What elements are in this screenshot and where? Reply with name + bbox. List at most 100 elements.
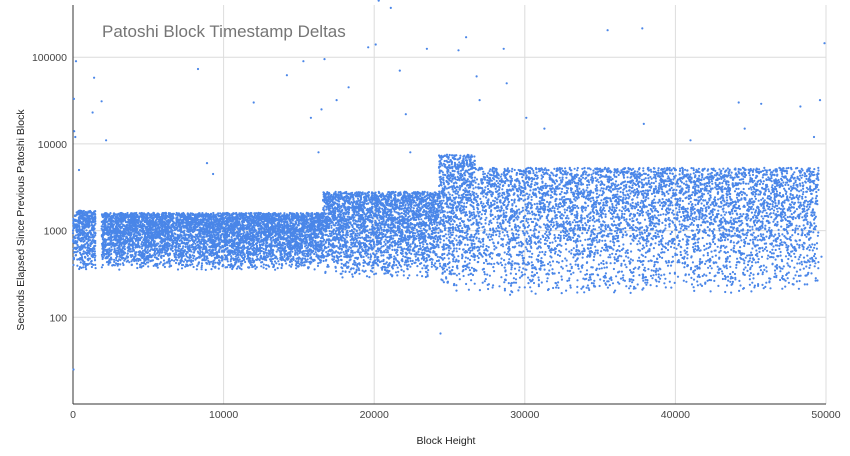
data-point <box>180 251 183 254</box>
data-point <box>89 236 92 239</box>
data-point <box>81 221 84 224</box>
data-point <box>200 268 203 271</box>
data-point <box>297 224 300 227</box>
data-point <box>264 245 267 248</box>
data-point <box>93 220 96 223</box>
data-point <box>302 226 305 229</box>
data-point <box>75 229 78 232</box>
data-point <box>308 248 311 251</box>
data-point <box>252 244 255 247</box>
data-point <box>273 260 277 263</box>
data-point <box>275 262 278 265</box>
data-point <box>226 260 229 263</box>
data-point <box>148 249 151 252</box>
data-point <box>296 253 299 256</box>
data-point <box>113 264 116 267</box>
data-point <box>189 263 192 266</box>
data-point <box>260 265 263 268</box>
data-point <box>235 267 238 270</box>
data-point <box>106 225 109 228</box>
data-point <box>205 256 208 259</box>
data-point <box>287 246 290 249</box>
data-point <box>214 229 217 232</box>
data-point <box>295 212 298 215</box>
data-point <box>82 266 85 269</box>
data-point <box>160 254 163 257</box>
data-point <box>267 264 270 267</box>
data-point <box>80 246 83 249</box>
data-point <box>76 220 79 223</box>
data-point <box>246 232 249 235</box>
data-point <box>124 257 127 260</box>
data-point <box>223 254 226 257</box>
data-point <box>166 252 169 255</box>
data-point <box>88 218 91 221</box>
data-point <box>127 249 130 252</box>
data-point <box>147 258 150 261</box>
data-point <box>78 251 82 254</box>
data-point <box>108 258 111 261</box>
data-point <box>295 226 298 229</box>
data-point <box>267 233 270 236</box>
data-point <box>130 260 133 263</box>
data-point <box>140 247 143 250</box>
data-point <box>197 261 200 264</box>
data-point <box>255 255 259 258</box>
data-point <box>174 261 178 265</box>
data-point <box>281 232 284 235</box>
data-point <box>81 247 84 250</box>
data-point <box>76 258 79 261</box>
data-point <box>90 242 94 245</box>
data-point <box>118 245 121 248</box>
data-point <box>141 233 144 236</box>
data-point <box>246 246 249 249</box>
data-point <box>178 245 182 248</box>
data-point <box>236 217 240 220</box>
data-point <box>308 250 311 253</box>
data-point <box>201 258 204 261</box>
data-point <box>177 263 181 266</box>
data-point <box>189 220 192 223</box>
data-point <box>76 244 79 247</box>
data-point <box>265 264 268 267</box>
data-point <box>80 266 83 269</box>
data-point <box>294 220 297 223</box>
data-point <box>299 212 302 215</box>
data-point <box>201 230 204 234</box>
data-point <box>254 247 257 250</box>
data-point <box>316 256 320 259</box>
data-point <box>237 238 240 241</box>
data-point <box>189 255 192 258</box>
data-point <box>78 222 81 225</box>
data-point <box>73 223 76 226</box>
data-point <box>130 263 133 266</box>
data-point <box>237 220 241 223</box>
data-point <box>128 240 131 243</box>
data-point <box>262 237 266 240</box>
data-point <box>258 227 261 230</box>
data-point <box>123 252 126 255</box>
data-point <box>94 234 97 237</box>
data-point <box>314 236 317 240</box>
data-point <box>87 251 90 254</box>
data-point <box>93 250 96 253</box>
data-point <box>230 236 233 239</box>
data-point <box>282 258 285 261</box>
data-point <box>210 260 213 263</box>
data-point <box>158 230 161 233</box>
data-point <box>83 239 86 242</box>
data-point <box>211 265 214 268</box>
data-point <box>230 257 233 260</box>
data-point <box>313 268 316 271</box>
data-point <box>250 239 253 242</box>
data-point <box>183 229 186 232</box>
data-point <box>253 213 256 216</box>
data-point <box>93 217 96 220</box>
data-point <box>145 214 148 217</box>
data-point <box>239 216 242 220</box>
data-point <box>120 222 123 225</box>
data-point <box>83 217 86 220</box>
data-point <box>143 231 146 235</box>
data-point <box>307 230 310 233</box>
